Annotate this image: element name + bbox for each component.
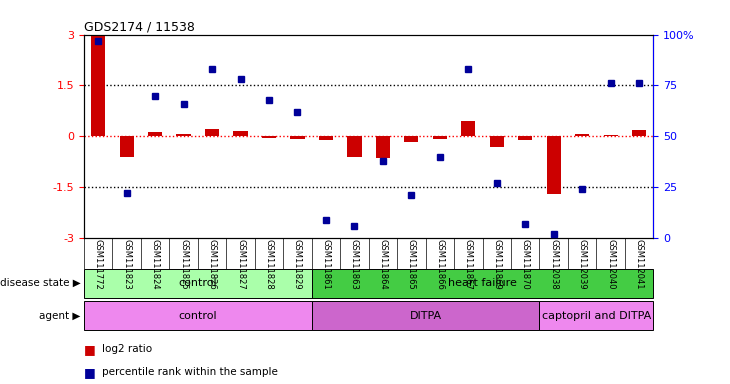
Bar bbox=[120, 136, 134, 157]
Text: GSM111827: GSM111827 bbox=[236, 239, 245, 290]
Text: GSM111823: GSM111823 bbox=[122, 239, 131, 290]
Text: disease state ▶: disease state ▶ bbox=[0, 278, 80, 288]
Bar bbox=[433, 136, 447, 139]
Text: GSM111825: GSM111825 bbox=[179, 239, 188, 290]
Text: ■: ■ bbox=[84, 343, 96, 356]
Text: ■: ■ bbox=[84, 366, 96, 379]
Bar bbox=[547, 136, 561, 194]
Bar bbox=[84, 269, 312, 298]
Bar bbox=[632, 130, 646, 136]
Bar bbox=[376, 136, 390, 158]
Text: GSM111826: GSM111826 bbox=[207, 239, 217, 290]
Bar bbox=[177, 134, 191, 136]
Bar bbox=[291, 136, 304, 139]
Bar bbox=[84, 301, 312, 330]
Text: GSM111772: GSM111772 bbox=[93, 239, 103, 290]
Text: GSM111869: GSM111869 bbox=[492, 239, 502, 290]
Text: GSM112039: GSM112039 bbox=[577, 239, 587, 290]
Bar bbox=[518, 136, 532, 140]
Bar bbox=[347, 136, 361, 157]
Bar bbox=[404, 136, 418, 142]
Bar bbox=[575, 134, 589, 136]
Text: captopril and DITPA: captopril and DITPA bbox=[542, 311, 651, 321]
Text: GSM111828: GSM111828 bbox=[264, 239, 274, 290]
Bar bbox=[461, 121, 475, 136]
Text: percentile rank within the sample: percentile rank within the sample bbox=[102, 367, 278, 377]
Bar bbox=[205, 129, 219, 136]
Bar bbox=[604, 135, 618, 136]
Text: GSM112038: GSM112038 bbox=[549, 239, 558, 290]
Text: GSM111866: GSM111866 bbox=[435, 239, 445, 290]
Text: GSM111870: GSM111870 bbox=[520, 239, 530, 290]
Text: agent ▶: agent ▶ bbox=[39, 311, 80, 321]
Text: GSM111861: GSM111861 bbox=[321, 239, 331, 290]
Text: DITPA: DITPA bbox=[410, 311, 442, 321]
Bar bbox=[490, 136, 504, 147]
Text: GSM111867: GSM111867 bbox=[464, 239, 473, 290]
Bar bbox=[148, 132, 162, 136]
Text: log2 ratio: log2 ratio bbox=[102, 344, 153, 354]
Text: control: control bbox=[179, 278, 217, 288]
Text: GSM112040: GSM112040 bbox=[606, 239, 615, 290]
Bar bbox=[91, 36, 105, 136]
Bar bbox=[319, 136, 333, 140]
Bar bbox=[312, 269, 653, 298]
Bar bbox=[234, 131, 247, 136]
Bar bbox=[539, 301, 653, 330]
Text: GSM111824: GSM111824 bbox=[150, 239, 160, 290]
Bar bbox=[262, 136, 276, 138]
Text: GDS2174 / 11538: GDS2174 / 11538 bbox=[84, 20, 195, 33]
Text: GSM111829: GSM111829 bbox=[293, 239, 302, 290]
Bar bbox=[312, 301, 539, 330]
Text: GSM111865: GSM111865 bbox=[407, 239, 416, 290]
Text: GSM112041: GSM112041 bbox=[634, 239, 644, 290]
Text: control: control bbox=[179, 311, 217, 321]
Text: GSM111863: GSM111863 bbox=[350, 239, 359, 290]
Text: heart failure: heart failure bbox=[448, 278, 517, 288]
Text: GSM111864: GSM111864 bbox=[378, 239, 388, 290]
